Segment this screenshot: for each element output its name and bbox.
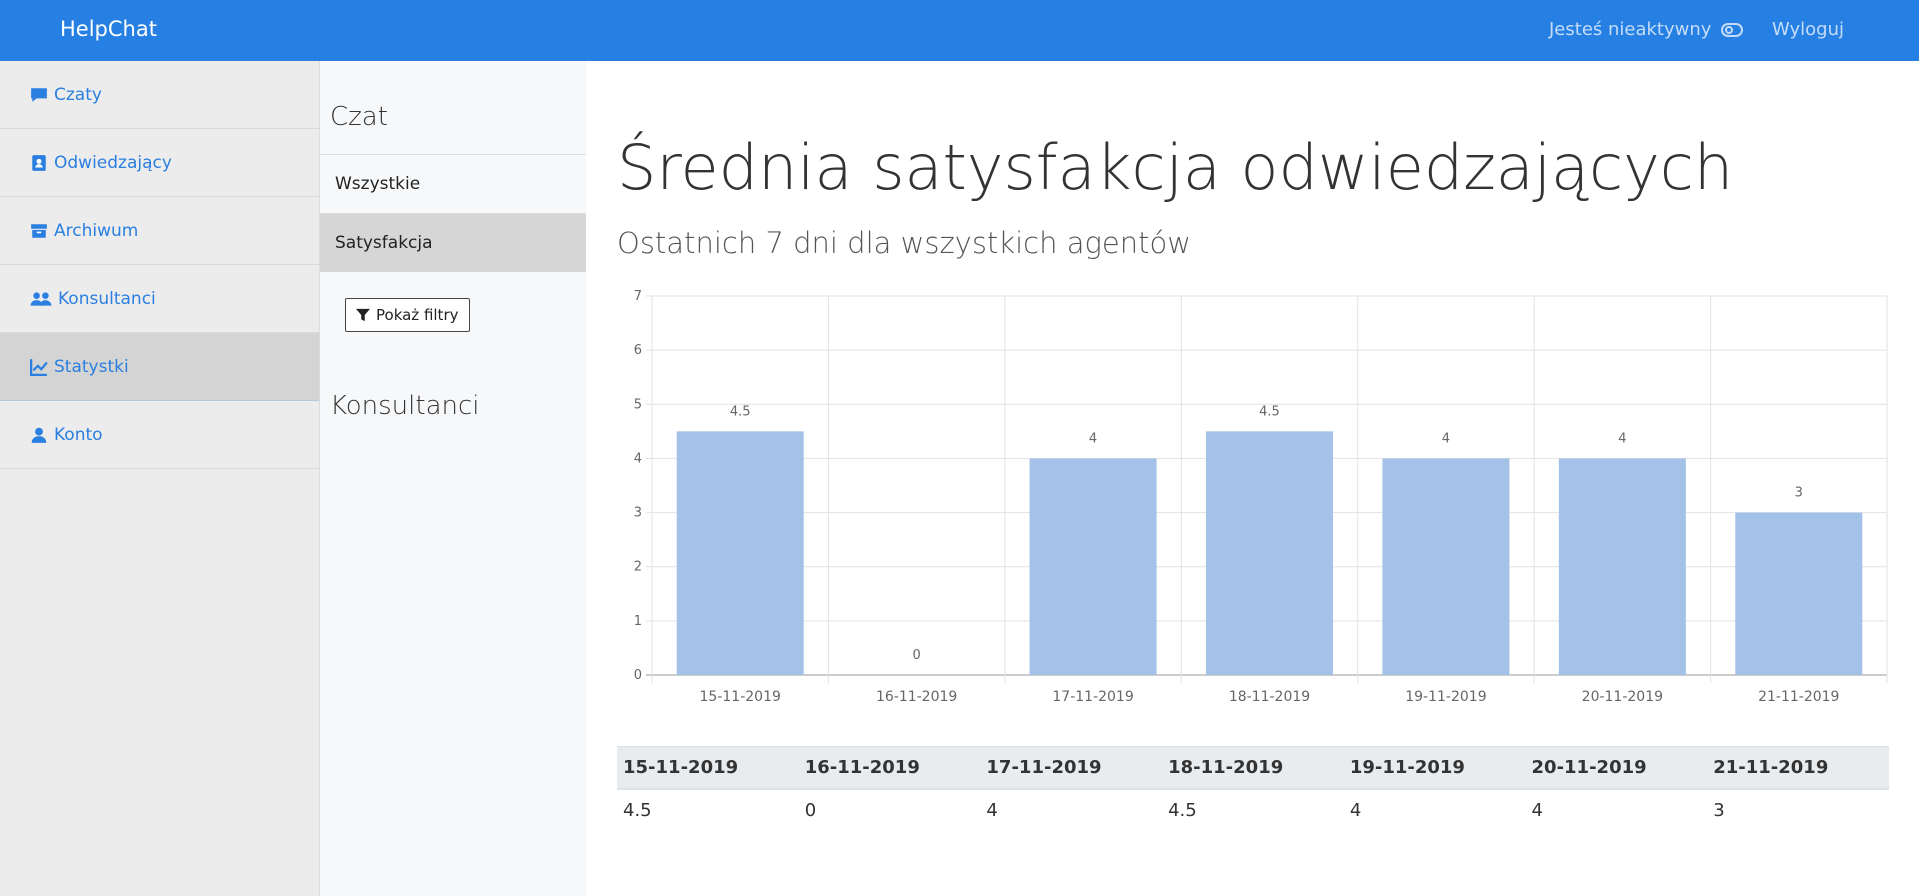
divider — [320, 213, 586, 214]
line-chart-icon — [30, 358, 48, 376]
sidebar: Czaty Odwiedzający Archiwum Konsultanci … — [0, 61, 320, 896]
y-tick-label: 2 — [634, 560, 642, 575]
x-tick-label: 19-11-2019 — [1405, 689, 1486, 705]
data-label: 4 — [1442, 431, 1450, 446]
table-header-cell: 18-11-2019 — [1162, 746, 1344, 790]
data-label: 0 — [913, 648, 921, 663]
table-row: 4.5 0 4 4.5 4 4 3 — [617, 789, 1889, 831]
bar — [676, 431, 804, 675]
table-header-cell: 21-11-2019 — [1707, 746, 1889, 790]
sidebar-item-archiwum[interactable]: Archiwum — [0, 197, 319, 265]
sidebar-item-label: Czaty — [54, 84, 102, 105]
data-label: 4.5 — [1259, 404, 1280, 419]
table-header-cell: 19-11-2019 — [1343, 746, 1526, 790]
show-filters-button[interactable]: Pokaż filtry — [345, 298, 470, 332]
satisfaction-bar-chart: 0 1 2 3 4 5 6 7 4.5 15-11-2019 0 16-11-2019 4 17-11-2… — [634, 289, 1888, 705]
y-tick-label: 7 — [634, 289, 642, 304]
filter-button-label: Pokaż filtry — [376, 306, 459, 324]
subnav-item-satysfakcja[interactable]: Satysfakcja — [320, 214, 586, 272]
activity-status[interactable]: Jesteś nieaktywny — [1549, 19, 1744, 40]
data-label: 3 — [1795, 486, 1803, 501]
table-header-cell: 16-11-2019 — [798, 746, 981, 790]
y-tick-label: 5 — [634, 397, 642, 412]
data-label: 4 — [1618, 431, 1626, 446]
stats-table: 15-11-2019 16-11-2019 17-11-2019 18-11-2019… — [617, 746, 1889, 831]
sidebar-item-konsultanci[interactable]: Konsultanci — [0, 265, 319, 333]
sidebar-item-label: Odwiedzający — [54, 152, 172, 173]
table-header-cell: 15-11-2019 — [617, 746, 799, 790]
table-cell: 4 — [1349, 800, 1362, 821]
x-tick-label: 15-11-2019 — [700, 689, 781, 705]
bar — [1558, 458, 1686, 675]
sidebar-item-label: Konsultanci — [58, 288, 156, 309]
page-title: Średnia satysfakcja odwiedzających — [617, 131, 1734, 204]
table-header-cell: 17-11-2019 — [980, 746, 1163, 790]
top-navbar: HelpChat Jesteś nieaktywny Wyloguj — [0, 0, 1919, 61]
sidebar-item-label: Statystki — [54, 356, 129, 377]
data-label: 4.5 — [730, 404, 751, 419]
y-tick-label: 6 — [634, 343, 642, 358]
main-content: Średnia satysfakcja odwiedzających Ostat… — [587, 61, 1919, 896]
x-tick-label: 17-11-2019 — [1052, 689, 1133, 705]
table-cell: 4.5 — [623, 800, 652, 821]
table-cell: 4 — [986, 800, 998, 821]
subnav-section-title: Konsultanci — [330, 391, 480, 421]
sub-navigation: Czat Wszystkie Satysfakcja Pokaż filtry … — [320, 61, 586, 896]
chat-icon — [31, 87, 47, 102]
table-cell: 3 — [1713, 800, 1725, 821]
table-cell: 4.5 — [1168, 800, 1197, 821]
archive-icon — [31, 223, 47, 238]
bar — [1735, 512, 1863, 675]
data-label: 4 — [1089, 431, 1097, 446]
user-icon — [31, 427, 47, 443]
page-subtitle: Ostatnich 7 dni dla wszystkich agentów — [617, 226, 1191, 260]
y-tick-label: 1 — [634, 614, 642, 629]
divider — [320, 154, 586, 155]
subnav-item-wszystkie[interactable]: Wszystkie — [335, 174, 421, 194]
sidebar-item-statystki[interactable]: Statystki — [0, 333, 319, 401]
sidebar-item-label: Archiwum — [54, 220, 139, 241]
y-tick-label: 0 — [634, 668, 642, 683]
table-header-row: 15-11-2019 16-11-2019 17-11-2019 18-11-2019… — [617, 746, 1889, 790]
x-tick-label: 16-11-2019 — [876, 689, 957, 705]
table-cell: 0 — [804, 800, 817, 821]
sidebar-item-czaty[interactable]: Czaty — [0, 61, 319, 129]
x-tick-label: 18-11-2019 — [1229, 689, 1310, 705]
sidebar-item-odwiedzajacy[interactable]: Odwiedzający — [0, 129, 319, 197]
filter-icon — [356, 308, 370, 322]
sidebar-item-label: Konto — [54, 424, 103, 445]
bar — [1029, 458, 1157, 675]
x-tick-label: 20-11-2019 — [1582, 689, 1663, 705]
subnav-title: Czat — [330, 102, 388, 132]
brand-logo[interactable]: HelpChat — [60, 17, 157, 41]
toggle-icon[interactable] — [1721, 22, 1744, 37]
table-header-cell: 20-11-2019 — [1525, 746, 1708, 790]
bar — [1205, 431, 1334, 675]
table-cell: 4 — [1531, 800, 1543, 821]
users-icon — [30, 291, 52, 306]
bar — [1382, 458, 1510, 675]
status-label: Jesteś nieaktywny — [1549, 19, 1712, 40]
y-tick-label: 4 — [634, 451, 642, 466]
logout-link[interactable]: Wyloguj — [1772, 19, 1844, 40]
sidebar-item-konto[interactable]: Konto — [0, 401, 319, 469]
contact-book-icon — [32, 154, 46, 171]
x-tick-label: 21-11-2019 — [1758, 689, 1839, 705]
y-tick-label: 3 — [634, 506, 642, 521]
